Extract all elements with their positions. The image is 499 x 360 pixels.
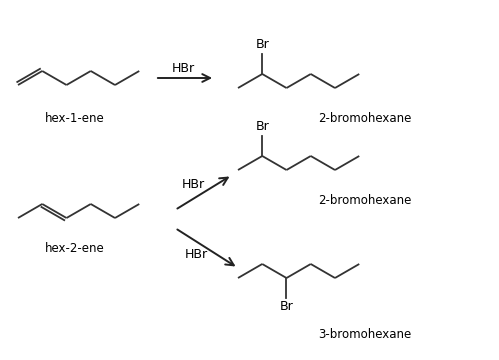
Text: HBr: HBr xyxy=(172,62,195,75)
Text: hex-2-ene: hex-2-ene xyxy=(45,242,105,255)
Text: hex-1-ene: hex-1-ene xyxy=(45,112,105,125)
Text: 2-bromohexane: 2-bromohexane xyxy=(318,112,412,125)
Text: HBr: HBr xyxy=(185,248,208,261)
Text: HBr: HBr xyxy=(182,179,205,192)
Text: Br: Br xyxy=(255,39,269,51)
Text: 3-bromohexane: 3-bromohexane xyxy=(318,328,412,342)
Text: Br: Br xyxy=(255,121,269,134)
Text: Br: Br xyxy=(279,301,293,314)
Text: 2-bromohexane: 2-bromohexane xyxy=(318,194,412,207)
